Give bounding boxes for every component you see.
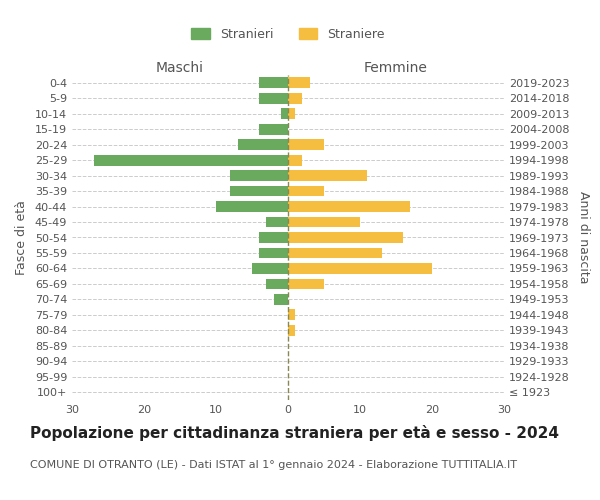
- Bar: [288, 232, 403, 243]
- Bar: [288, 93, 302, 104]
- Bar: [281, 108, 288, 119]
- Bar: [266, 278, 288, 289]
- Bar: [288, 278, 324, 289]
- Legend: Stranieri, Straniere: Stranieri, Straniere: [186, 23, 390, 46]
- Bar: [259, 248, 288, 258]
- Text: Maschi: Maschi: [156, 61, 204, 75]
- Bar: [288, 248, 382, 258]
- Bar: [94, 154, 288, 166]
- Bar: [288, 78, 310, 88]
- Bar: [288, 108, 295, 119]
- Bar: [238, 139, 288, 150]
- Bar: [259, 93, 288, 104]
- Bar: [252, 263, 288, 274]
- Y-axis label: Anni di nascita: Anni di nascita: [577, 191, 590, 284]
- Bar: [274, 294, 288, 305]
- Bar: [259, 232, 288, 243]
- Text: COMUNE DI OTRANTO (LE) - Dati ISTAT al 1° gennaio 2024 - Elaborazione TUTTITALIA: COMUNE DI OTRANTO (LE) - Dati ISTAT al 1…: [30, 460, 517, 470]
- Bar: [230, 170, 288, 181]
- Bar: [288, 139, 324, 150]
- Bar: [288, 216, 360, 228]
- Bar: [230, 186, 288, 196]
- Y-axis label: Fasce di età: Fasce di età: [15, 200, 28, 275]
- Bar: [259, 78, 288, 88]
- Bar: [288, 263, 432, 274]
- Bar: [266, 216, 288, 228]
- Bar: [288, 154, 302, 166]
- Bar: [216, 201, 288, 212]
- Text: Popolazione per cittadinanza straniera per età e sesso - 2024: Popolazione per cittadinanza straniera p…: [30, 425, 559, 441]
- Bar: [288, 325, 295, 336]
- Bar: [288, 310, 295, 320]
- Bar: [259, 124, 288, 134]
- Bar: [288, 170, 367, 181]
- Bar: [288, 186, 324, 196]
- Text: Femmine: Femmine: [364, 61, 428, 75]
- Bar: [288, 201, 410, 212]
